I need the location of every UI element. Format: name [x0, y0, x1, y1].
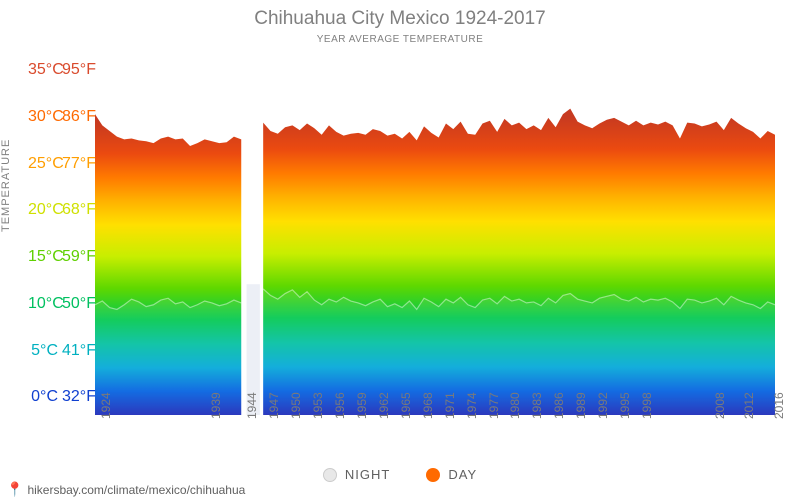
- climate-chart: Chihuahua City Mexico 1924-2017 YEAR AVE…: [0, 0, 800, 500]
- y-tick: 35°C95°F: [28, 61, 92, 79]
- y-tick: 20°C68°F: [28, 201, 92, 219]
- ytick-celsius: 30°C: [28, 108, 58, 126]
- plot-svg: [95, 60, 775, 415]
- ytick-celsius: 15°C: [28, 248, 58, 266]
- x-tick: 1974: [465, 392, 467, 419]
- x-tick: 1977: [487, 392, 489, 419]
- x-tick: 1947: [267, 392, 269, 419]
- x-tick: 1983: [530, 392, 532, 419]
- ytick-fahrenheit: 50°F: [62, 295, 92, 313]
- legend-night-label: NIGHT: [345, 467, 390, 482]
- plot-area: 1924193919441947195019531956195919621965…: [95, 60, 775, 415]
- ytick-celsius: 35°C: [28, 61, 58, 79]
- ytick-fahrenheit: 68°F: [62, 201, 92, 219]
- ytick-fahrenheit: 41°F: [62, 342, 92, 360]
- legend: NIGHT DAY: [0, 467, 800, 482]
- night-swatch: [323, 468, 337, 482]
- x-tick: 1950: [289, 392, 291, 419]
- source-url: hikersbay.com/climate/mexico/chihuahua: [27, 483, 245, 497]
- ytick-fahrenheit: 32°F: [62, 388, 92, 406]
- x-tick: 2008: [713, 392, 715, 419]
- x-tick: 1965: [399, 392, 401, 419]
- ytick-celsius: 5°C: [28, 342, 58, 360]
- x-tick: 1959: [355, 392, 357, 419]
- ytick-fahrenheit: 95°F: [62, 61, 92, 79]
- y-axis-label: TEMPERATURE: [0, 139, 12, 232]
- ytick-celsius: 0°C: [28, 388, 58, 406]
- x-tick: 1995: [618, 392, 620, 419]
- x-tick: 1939: [209, 392, 211, 419]
- source-footer: 📍 hikersbay.com/climate/mexico/chihuahua: [6, 481, 245, 498]
- y-tick: 0°C32°F: [28, 388, 92, 406]
- x-tick: 1980: [508, 392, 510, 419]
- ytick-celsius: 10°C: [28, 295, 58, 313]
- ytick-fahrenheit: 59°F: [62, 248, 92, 266]
- y-tick: 10°C50°F: [28, 295, 92, 313]
- ytick-fahrenheit: 86°F: [62, 108, 92, 126]
- legend-night: NIGHT: [323, 467, 390, 482]
- y-tick: 25°C77°F: [28, 155, 92, 173]
- map-pin-icon: 📍: [6, 481, 23, 498]
- x-tick: 1998: [640, 392, 642, 419]
- x-tick: 1953: [311, 392, 313, 419]
- x-tick: 1986: [552, 392, 554, 419]
- ytick-celsius: 25°C: [28, 155, 58, 173]
- ytick-celsius: 20°C: [28, 201, 58, 219]
- legend-day-label: DAY: [448, 467, 477, 482]
- x-tick: 1971: [443, 392, 445, 419]
- chart-title: Chihuahua City Mexico 1924-2017: [0, 8, 800, 30]
- chart-subtitle: YEAR AVERAGE TEMPERATURE: [0, 34, 800, 45]
- y-tick: 5°C41°F: [28, 342, 92, 360]
- y-tick: 30°C86°F: [28, 108, 92, 126]
- x-tick: 1968: [421, 392, 423, 419]
- day-swatch: [426, 468, 440, 482]
- ytick-fahrenheit: 77°F: [62, 155, 92, 173]
- x-tick: 1992: [596, 392, 598, 419]
- x-tick: 1962: [377, 392, 379, 419]
- x-tick: 1956: [333, 392, 335, 419]
- x-tick: 1989: [574, 392, 576, 419]
- x-tick: 2016: [772, 392, 774, 419]
- y-tick: 15°C59°F: [28, 248, 92, 266]
- legend-day: DAY: [426, 467, 477, 482]
- x-tick: 1944: [245, 392, 247, 419]
- x-tick: 2012: [742, 392, 744, 419]
- x-tick: 1924: [99, 392, 101, 419]
